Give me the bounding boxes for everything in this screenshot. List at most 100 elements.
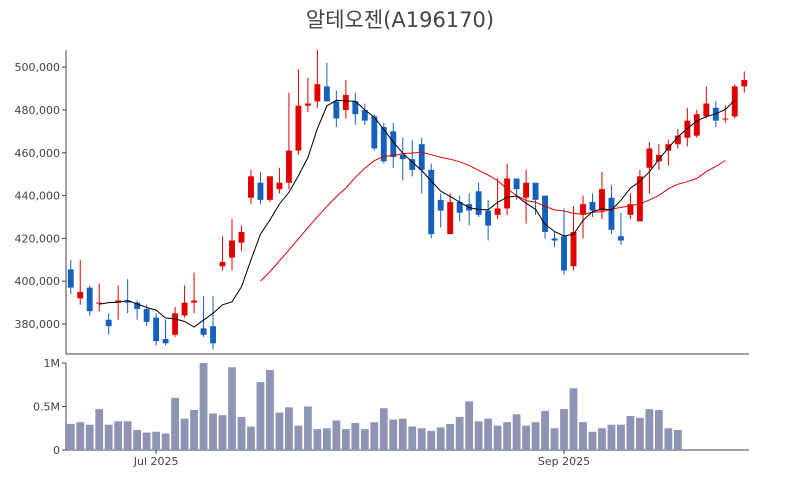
- volume-bar: [579, 422, 587, 450]
- volume-bar: [95, 409, 104, 450]
- candle-body: [485, 210, 492, 226]
- candle-down: [371, 114, 378, 151]
- candle-up: [570, 206, 577, 271]
- candle-down: [361, 103, 368, 125]
- ma5-line: [99, 99, 736, 328]
- candle-down: [143, 304, 150, 327]
- candle-body: [627, 204, 634, 215]
- candle-body: [304, 103, 311, 106]
- volume-bar: [247, 426, 255, 450]
- candle-body: [229, 240, 235, 258]
- volume-bar: [654, 409, 663, 450]
- candle-down: [456, 195, 463, 222]
- volume-bar: [626, 416, 635, 450]
- volume-bar: [484, 418, 493, 450]
- candle-down: [437, 193, 444, 228]
- candle-body: [323, 86, 330, 102]
- candle-down: [399, 137, 406, 181]
- volume-bar: [436, 427, 445, 450]
- volume-bar: [531, 422, 540, 450]
- price-y-tick-label: 500,000: [15, 61, 61, 74]
- volume-bar: [446, 423, 455, 450]
- candle-up: [96, 283, 103, 312]
- volume-bar: [285, 407, 293, 450]
- volume-bar: [673, 429, 682, 450]
- volume-y-tick-label: 0: [53, 444, 60, 457]
- candle-up: [295, 69, 302, 155]
- candle-down: [409, 139, 416, 177]
- candle-body: [731, 86, 738, 117]
- ma20-line: [260, 151, 726, 282]
- candle-body: [722, 118, 729, 120]
- volume-bar: [541, 410, 549, 450]
- candle-body: [295, 105, 302, 151]
- candle-up: [191, 272, 198, 314]
- candle-body: [86, 287, 93, 312]
- candle-down: [162, 319, 169, 346]
- candle-body: [124, 300, 131, 303]
- candle-body: [342, 94, 349, 110]
- candle-body: [674, 135, 681, 145]
- price-y-tick-label: 400,000: [15, 275, 61, 288]
- candle-body: [504, 178, 511, 209]
- volume-bar: [85, 424, 94, 450]
- volume-bar: [360, 429, 369, 450]
- volume-bar: [503, 422, 511, 450]
- candle-down: [210, 296, 216, 350]
- candle-up: [665, 139, 672, 166]
- candle-body: [494, 208, 501, 215]
- candle-up: [248, 169, 254, 205]
- volume-bar: [370, 422, 379, 450]
- candle-body: [267, 176, 273, 200]
- candle-body: [352, 101, 359, 115]
- candle-body: [636, 176, 643, 222]
- price-y-tick-label: 460,000: [15, 147, 61, 160]
- volume-bar: [455, 416, 464, 450]
- candle-body: [361, 109, 368, 121]
- candle-body: [646, 148, 653, 168]
- candle-up: [219, 236, 226, 271]
- volume-bar: [664, 428, 673, 450]
- candle-body: [409, 159, 416, 170]
- volume-bar: [522, 425, 530, 450]
- candle-up: [599, 172, 605, 220]
- candle-body: [285, 150, 292, 183]
- candle-body: [589, 202, 596, 211]
- candle-body: [134, 302, 141, 310]
- volume-bar: [152, 431, 161, 450]
- candle-down: [551, 231, 558, 247]
- candle-body: [200, 328, 207, 335]
- volume-bar: [417, 428, 426, 450]
- volume-bar: [133, 429, 142, 450]
- candle-body: [67, 269, 74, 288]
- volume-bar: [550, 428, 559, 450]
- volume-bar: [76, 422, 85, 450]
- volume-bar: [398, 418, 407, 450]
- volume-bar: [199, 363, 208, 450]
- candle-up: [238, 225, 245, 252]
- candle-body: [437, 199, 444, 211]
- candle-up: [636, 169, 643, 222]
- candle-body: [447, 202, 454, 235]
- candle-body: [693, 114, 700, 136]
- candle-body: [257, 182, 264, 200]
- volume-bar: [180, 418, 189, 450]
- candle-body: [162, 339, 169, 344]
- candle-body: [741, 79, 748, 87]
- price-y-tick-label: 440,000: [15, 190, 61, 203]
- candle-body: [418, 144, 425, 170]
- volume-bar: [266, 369, 274, 450]
- volume-bar: [645, 409, 654, 450]
- candle-up: [722, 105, 729, 123]
- chart-title: 알테오젠(A196170): [305, 8, 495, 32]
- price-y-tick-label: 420,000: [15, 232, 61, 245]
- volume-bar: [332, 420, 341, 450]
- candle-body: [532, 182, 539, 200]
- volume-bar: [598, 428, 606, 450]
- candle-down: [428, 163, 435, 239]
- volume-bar: [427, 430, 436, 450]
- candle-body: [390, 131, 397, 158]
- price-y-tick-label: 480,000: [15, 104, 61, 117]
- candle-body: [561, 236, 567, 271]
